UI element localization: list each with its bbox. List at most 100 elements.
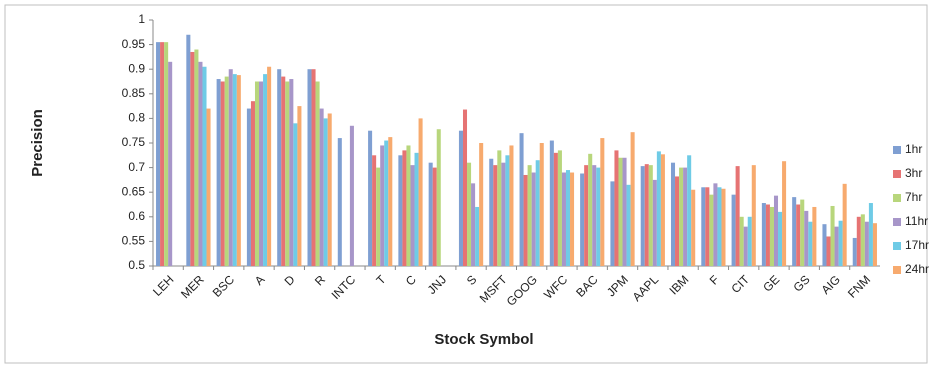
bar [475,206,480,266]
legend-swatch [893,218,901,226]
bar [860,214,865,266]
bar [263,74,268,267]
bar [372,155,377,266]
bar [289,79,294,266]
bar [796,204,801,266]
bar [479,143,484,266]
bar [327,113,332,266]
bar [622,157,627,266]
bar [285,81,290,266]
bar [311,69,316,266]
bar [471,183,476,266]
bar [773,195,779,266]
bar [414,152,419,266]
bar [553,152,558,266]
bar [293,123,298,266]
bar [592,165,597,266]
bar [467,162,472,266]
bar [398,155,403,266]
bar [761,203,766,266]
legend-swatch [893,266,901,274]
y-tick-label: 0.8 [128,111,145,125]
bar [489,158,494,266]
bar [717,187,722,266]
bar [614,150,619,266]
y-tick-label: 0.75 [122,135,146,149]
bar [307,69,312,266]
bar [856,216,861,266]
bar [675,176,680,266]
bar [202,66,207,267]
bar [842,183,847,266]
bar [872,223,877,266]
bar [830,205,835,266]
bar [570,172,575,266]
y-tick-label: 0.85 [122,86,146,100]
bar [267,66,272,267]
bar [580,173,585,266]
bar [458,130,463,266]
x-axis-title: Stock Symbol [434,331,533,348]
bar [648,165,653,266]
legend-swatch [893,170,901,178]
legend-label: 1hr [905,142,922,156]
y-tick-label: 0.7 [128,160,145,174]
bar [687,155,692,266]
bar [168,61,173,266]
bar [501,162,506,266]
bar [186,34,191,267]
bar [626,184,631,266]
bar [713,183,718,266]
bar [739,216,744,266]
bar [236,75,241,266]
bar [735,166,740,266]
y-tick-label: 1 [138,12,145,26]
bar [747,216,752,266]
bar [588,153,593,266]
bar [228,69,233,266]
bar [652,179,657,266]
bar [523,174,528,266]
bar [297,106,302,266]
bar [705,187,710,266]
bar [156,42,161,266]
y-tick-label: 0.6 [128,209,145,223]
legend-label: 17hr [905,238,929,252]
bar [250,101,255,267]
bar [527,165,532,266]
bar [428,162,433,266]
bar [220,81,225,266]
bar [610,181,615,266]
bar [232,74,237,267]
bar [670,162,676,266]
bar [751,165,756,266]
bar [246,108,251,266]
legend-label: 24hr [905,262,929,276]
bar [838,220,843,266]
bar [769,206,774,266]
bar [549,140,554,266]
bar [765,204,770,266]
bar [432,167,437,266]
bar [561,172,566,266]
legend-label: 7hr [905,190,922,204]
bar [402,150,407,266]
bar [206,108,211,266]
bar [640,166,645,266]
bar [778,211,783,266]
bar [800,199,805,266]
bar [804,210,809,266]
bar [531,172,536,266]
y-tick-label: 0.55 [122,234,146,248]
bar [254,81,260,266]
bar [410,165,415,266]
bar [349,125,354,266]
bar [281,76,286,266]
bar [600,138,605,266]
bar [630,132,635,266]
bar [709,194,714,266]
bar [319,108,324,266]
bar [656,151,661,266]
bar [194,49,199,266]
